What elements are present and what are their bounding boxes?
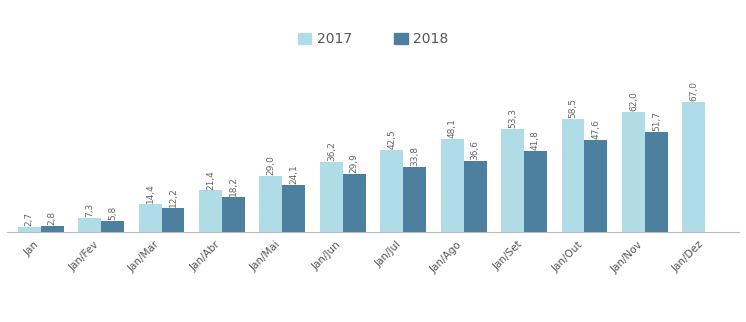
Text: 18,2: 18,2: [229, 176, 238, 196]
Bar: [403, 166, 426, 232]
Text: 2,7: 2,7: [25, 212, 34, 226]
Text: 7,3: 7,3: [85, 203, 94, 217]
Text: 67,0: 67,0: [689, 81, 698, 101]
Text: 29,9: 29,9: [350, 153, 359, 173]
Legend: 2017, 2018: 2017, 2018: [292, 27, 454, 52]
Bar: [524, 151, 547, 232]
Text: 33,8: 33,8: [410, 146, 419, 166]
Bar: [283, 185, 305, 232]
Text: 36,2: 36,2: [327, 141, 336, 161]
Bar: [343, 174, 366, 232]
Text: 12,2: 12,2: [169, 187, 178, 207]
Text: 36,6: 36,6: [471, 140, 480, 160]
Text: 62,0: 62,0: [629, 91, 638, 111]
Bar: [162, 208, 184, 232]
Text: 48,1: 48,1: [448, 118, 457, 138]
Bar: [260, 176, 283, 232]
Bar: [101, 221, 124, 232]
Text: 47,6: 47,6: [592, 119, 601, 139]
Text: 14,4: 14,4: [145, 183, 154, 203]
Bar: [139, 204, 162, 232]
Bar: [441, 139, 463, 232]
Bar: [41, 226, 63, 232]
Bar: [78, 218, 101, 232]
Text: 2,8: 2,8: [48, 211, 57, 225]
Text: 51,7: 51,7: [652, 111, 661, 131]
Bar: [18, 227, 41, 232]
Text: 53,3: 53,3: [508, 108, 517, 128]
Text: 5,8: 5,8: [108, 205, 117, 220]
Text: 58,5: 58,5: [568, 98, 577, 118]
Bar: [645, 132, 668, 232]
Bar: [380, 150, 403, 232]
Text: 41,8: 41,8: [531, 130, 540, 150]
Bar: [222, 197, 245, 232]
Bar: [584, 140, 607, 232]
Text: 29,0: 29,0: [266, 155, 275, 175]
Bar: [463, 161, 486, 232]
Text: 42,5: 42,5: [387, 129, 396, 149]
Bar: [622, 112, 645, 232]
Bar: [562, 119, 584, 232]
Bar: [199, 191, 222, 232]
Bar: [683, 102, 705, 232]
Text: 21,4: 21,4: [206, 170, 215, 190]
Bar: [501, 129, 524, 232]
Bar: [320, 162, 343, 232]
Text: 24,1: 24,1: [289, 165, 298, 184]
